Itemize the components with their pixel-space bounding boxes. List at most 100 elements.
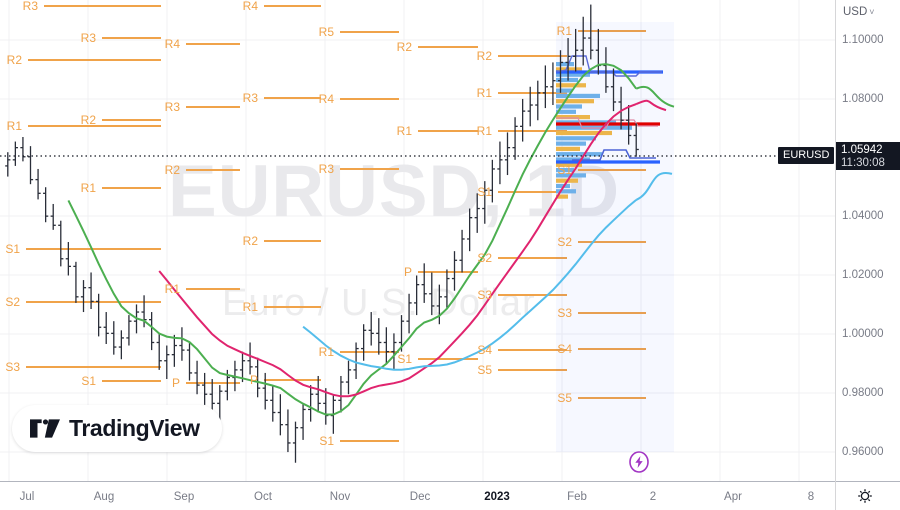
price-axis-tick-0: 1.10000 (842, 34, 884, 46)
chevron-down-icon[interactable]: ˅ (869, 7, 875, 17)
symbol-price-label: EURUSD (778, 147, 835, 164)
ma-fast (67, 63, 638, 416)
pivot-label-r4-22: R4 (318, 92, 334, 106)
ma-slow (302, 199, 637, 371)
pivot-label-r1-31: R1 (476, 86, 492, 100)
pivot-label-r1-27: R1 (396, 124, 412, 138)
volume-profile-row (556, 146, 580, 151)
volume-profile-row (556, 136, 596, 141)
volume-profile-row (556, 115, 590, 120)
time-axis-tick-2023: 2023 (484, 491, 510, 503)
profile-outline-lower (556, 117, 658, 129)
time-axis-tick-dec: Dec (409, 491, 431, 503)
current-price-value: 1.05942 (841, 144, 883, 156)
pivot-label-s4-42: S4 (557, 342, 572, 356)
pivot-label-s2-40: S2 (557, 235, 572, 249)
volume-profile-row (556, 162, 582, 167)
pivot-label-s1-25: S1 (319, 434, 334, 448)
volume-profile-row (556, 62, 574, 67)
volume-profile (555, 22, 674, 452)
price-axis-tick-6: 0.96000 (842, 446, 884, 458)
price-axis-tick-5: 0.98000 (842, 387, 884, 399)
price-axis-tick-2: 1.04000 (842, 210, 884, 222)
pivot-label-r4-11: R4 (164, 37, 180, 51)
price-axis-unit-label: USD (843, 6, 868, 18)
pivot-label-r1-19: R1 (242, 300, 258, 314)
pivot-label-r4-16: R4 (242, 0, 258, 13)
time-axis-tick-sep: Sep (173, 491, 195, 503)
ma-projection (635, 85, 675, 201)
volume-profile-row (556, 67, 582, 72)
profile-outline-upper (555, 55, 662, 77)
pivot-label-s3-5: S3 (5, 360, 20, 374)
time-axis-tick-aug: Aug (93, 491, 115, 503)
pivot-label-r2-30: R2 (476, 49, 492, 63)
tradingview-logo-icon (30, 419, 60, 438)
volume-profile-row (556, 93, 600, 98)
volume-profile-row (556, 141, 586, 146)
time-axis-tick-2: 2 (649, 491, 657, 503)
price-axis-tick-3: 1.02000 (842, 269, 884, 281)
time-axis-tick-apr: Apr (724, 491, 742, 503)
price-bars (5, 4, 639, 463)
profile-outline-base (572, 149, 656, 161)
ma-mid (158, 103, 637, 398)
pivot-label-r1-24: R1 (318, 345, 334, 359)
pivot-label-s3-35: S3 (477, 288, 492, 302)
time-axis-tick-feb: Feb (567, 491, 587, 503)
value-area-shading (556, 22, 674, 452)
price-axis[interactable]: USD ˅ 1.10000 1.08000 1.04000 1.02000 1.00000… (835, 0, 900, 481)
time-axis-tick-jul: Jul (19, 491, 35, 503)
pivot-label-r2-13: R2 (164, 163, 180, 177)
volume-profile-row (556, 83, 586, 88)
pivot-label-r3-12: R3 (164, 100, 180, 114)
time-axis-tick-8: 8 (807, 491, 815, 503)
pivot-label-r3-0: R3 (22, 0, 38, 13)
volume-profile-row (556, 88, 572, 93)
pivot-label-r5-21: R5 (318, 25, 334, 39)
pivot-label-s1-29: S1 (397, 352, 412, 366)
pivot-label-r1-14: R1 (164, 282, 180, 296)
price-axis-tick-4: 1.00000 (842, 328, 884, 340)
current-price-badge: 1.05942 11:30:08 (836, 142, 900, 170)
pivot-label-p-28: P (403, 265, 412, 279)
pivot-label-s1-3: S1 (5, 242, 20, 256)
pivot-label-r2-18: R2 (242, 234, 258, 248)
volume-profile-row (556, 194, 568, 199)
pivot-label-r2-26: R2 (396, 40, 412, 54)
volume-profile-row (556, 168, 574, 173)
pivot-label-s1-9: S1 (81, 374, 96, 388)
pivot-label-p-15: P (171, 376, 180, 390)
pivot-label-r3-23: R3 (318, 162, 334, 176)
pivot-label-r3-17: R3 (242, 91, 258, 105)
pivot-label-r2-1: R2 (6, 53, 22, 67)
chart-pane[interactable]: EURUSD, 1D Euro / U.S. Dollar R3 R2 R1 S1 S2… (0, 0, 835, 481)
pivot-label-s2-34: S2 (477, 251, 492, 265)
pivot-label-s1-39: S1 (557, 163, 572, 177)
economic-event-bolt-icon[interactable] (628, 451, 650, 473)
volume-profile-row (556, 109, 576, 114)
volume-profile-row (556, 77, 578, 83)
pivot-label-s5-37: S5 (477, 363, 492, 377)
volume-profile-row (556, 152, 602, 157)
pivot-label-r1-8: R1 (80, 181, 96, 195)
tradingview-logo-badge[interactable]: TradingView (12, 405, 222, 452)
pivot-label-s1-33: S1 (477, 185, 492, 199)
pivot-label-r1-38: R1 (556, 24, 572, 38)
moving-averages (67, 63, 638, 416)
chart-gridlines (0, 0, 835, 481)
volume-profile-row (556, 130, 612, 136)
volume-profile-row (556, 72, 590, 77)
chart-series-layer (0, 4, 835, 463)
price-axis-unit[interactable]: USD ˅ (843, 6, 875, 18)
tradingview-wordmark: TradingView (69, 415, 200, 441)
gear-icon[interactable] (855, 486, 875, 506)
pivot-label-r2-7: R2 (80, 113, 96, 127)
pivot-label-s5-43: S5 (557, 391, 572, 405)
price-axis-tick-1: 1.08000 (842, 93, 884, 105)
pivot-label-p-20: P (249, 373, 258, 387)
time-axis[interactable]: Jul Aug Sep Oct Nov Dec 2023 Feb 2 Apr 8 (0, 481, 900, 510)
pivot-label-r1-32: R1 (476, 124, 492, 138)
time-axis-tick-oct: Oct (254, 491, 272, 503)
